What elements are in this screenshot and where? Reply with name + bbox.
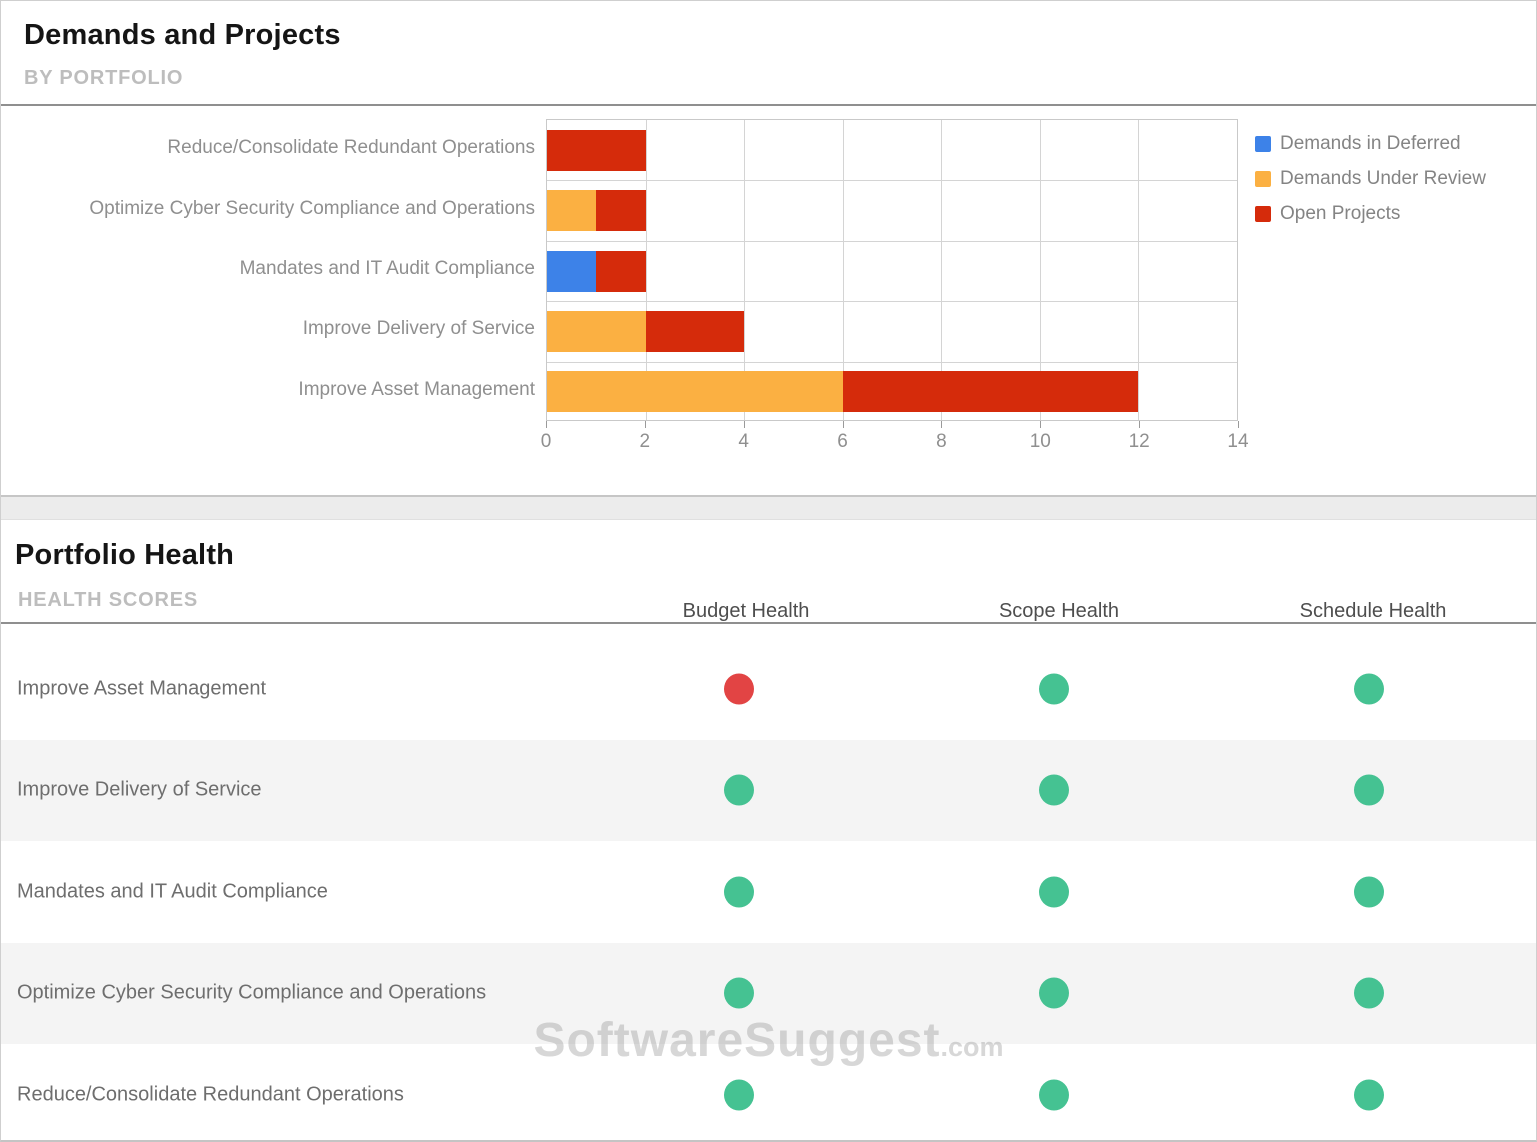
bar-segment[interactable] xyxy=(547,371,843,413)
demands-header-divider xyxy=(1,104,1536,106)
health-section-subtitle: HEALTH SCORES xyxy=(18,589,199,611)
health-table-row: Optimize Cyber Security Compliance and O… xyxy=(1,942,1536,1044)
x-axis-tick xyxy=(842,421,844,428)
portfolio-row-label: Improve Asset Management xyxy=(17,677,267,700)
health-table-row: Mandates and IT Audit Compliance xyxy=(1,841,1536,943)
health-status-dot-good[interactable] xyxy=(1039,1079,1069,1111)
chart-category-label: Improve Asset Management xyxy=(298,378,535,400)
vertical-gridline xyxy=(744,120,746,420)
health-header-divider xyxy=(1,622,1536,624)
bar-segment[interactable] xyxy=(842,371,1139,413)
bar-segment[interactable] xyxy=(547,310,646,352)
bar-segment[interactable] xyxy=(645,310,745,352)
health-status-dot-good[interactable] xyxy=(1354,977,1384,1009)
bar-segment[interactable] xyxy=(547,250,597,292)
vertical-gridline xyxy=(842,120,844,420)
chart-category-label: Reduce/Consolidate Redundant Operations xyxy=(167,137,535,159)
legend-item[interactable]: Open Projects xyxy=(1255,203,1486,225)
legend-swatch xyxy=(1255,171,1271,187)
bar-row xyxy=(547,250,646,292)
portfolio-row-label: Mandates and IT Audit Compliance xyxy=(17,880,328,903)
health-table-row: Improve Asset Management xyxy=(1,638,1536,740)
health-status-dot-good[interactable] xyxy=(1354,673,1384,705)
x-axis-tick xyxy=(1238,421,1239,428)
column-header-schedule-health: Schedule Health xyxy=(1299,600,1447,622)
health-status-dot-good[interactable] xyxy=(1039,774,1069,806)
portfolio-row-label: Improve Delivery of Service xyxy=(17,778,262,801)
legend-swatch xyxy=(1255,136,1271,152)
bar-segment[interactable] xyxy=(547,190,597,232)
x-tick-label: 8 xyxy=(936,431,947,452)
horizontal-gridline xyxy=(547,361,1237,363)
section-divider-band xyxy=(1,495,1536,520)
vertical-gridline xyxy=(1039,120,1041,420)
legend-swatch xyxy=(1255,206,1271,222)
bar-segment[interactable] xyxy=(596,190,646,232)
demands-section-subtitle: BY PORTFOLIO xyxy=(24,67,184,89)
x-tick-label: 12 xyxy=(1128,431,1150,452)
portfolio-row-label: Reduce/Consolidate Redundant Operations xyxy=(17,1083,404,1106)
health-status-dot-good[interactable] xyxy=(1039,673,1069,705)
x-tick-label: 10 xyxy=(1029,431,1051,452)
horizontal-gridline xyxy=(547,240,1237,242)
vertical-gridline xyxy=(941,120,943,420)
chart-category-label: Mandates and IT Audit Compliance xyxy=(239,258,535,279)
x-tick-label: 0 xyxy=(540,431,552,452)
health-status-dot-good[interactable] xyxy=(1354,876,1384,908)
x-tick-label: 2 xyxy=(639,431,651,452)
health-status-dot-good[interactable] xyxy=(1039,876,1069,908)
chart-legend: Demands in Deferred Demands Under Review O… xyxy=(1255,133,1486,238)
x-tick-label: 6 xyxy=(837,431,848,452)
health-status-dot-good[interactable] xyxy=(724,1079,754,1111)
health-status-dot-good[interactable] xyxy=(1039,977,1069,1009)
health-table-row: Reduce/Consolidate Redundant Operations xyxy=(1,1044,1536,1140)
x-axis-tick xyxy=(644,421,646,428)
bar-row xyxy=(547,129,646,171)
health-table-row: Improve Delivery of Service xyxy=(1,739,1536,841)
legend-label: Demands Under Review xyxy=(1280,168,1486,189)
bar-row xyxy=(547,310,745,352)
chart-category-label: Improve Delivery of Service xyxy=(302,318,535,340)
portfolio-row-label: Optimize Cyber Security Compliance and O… xyxy=(17,981,487,1004)
health-status-dot-good[interactable] xyxy=(724,977,754,1009)
horizontal-gridline xyxy=(547,301,1237,303)
x-tick-label: 14 xyxy=(1227,431,1249,452)
vertical-gridline xyxy=(1138,120,1140,420)
legend-item[interactable]: Demands in Deferred xyxy=(1255,133,1486,155)
chart-category-label: Optimize Cyber Security Compliance and O… xyxy=(89,197,535,219)
stacked-bar-chart-plot xyxy=(546,119,1238,421)
bar-segment[interactable] xyxy=(596,250,646,292)
health-status-dot-critical[interactable] xyxy=(724,673,754,705)
bar-segment[interactable] xyxy=(547,129,646,171)
vertical-gridline xyxy=(645,120,647,420)
horizontal-gridline xyxy=(547,180,1237,182)
health-status-dot-good[interactable] xyxy=(1354,774,1384,806)
bar-row xyxy=(547,190,646,232)
x-axis-tick xyxy=(743,421,745,428)
x-axis-tick xyxy=(1040,421,1042,428)
legend-label: Open Projects xyxy=(1280,203,1401,224)
health-status-dot-good[interactable] xyxy=(724,774,754,806)
column-header-budget-health: Budget Health xyxy=(682,600,810,622)
x-axis-tick xyxy=(546,421,547,428)
health-section-title: Portfolio Health xyxy=(15,539,235,571)
demands-section-title: Demands and Projects xyxy=(24,19,341,51)
x-axis-tick xyxy=(1139,421,1141,428)
health-status-dot-good[interactable] xyxy=(1354,1079,1384,1111)
bar-row xyxy=(547,371,1139,413)
legend-label: Demands in Deferred xyxy=(1280,133,1461,154)
x-axis-tick xyxy=(941,421,943,428)
x-tick-label: 4 xyxy=(738,431,749,452)
health-status-dot-good[interactable] xyxy=(724,876,754,908)
column-header-scope-health: Scope Health xyxy=(998,600,1120,622)
legend-item[interactable]: Demands Under Review xyxy=(1255,168,1486,190)
